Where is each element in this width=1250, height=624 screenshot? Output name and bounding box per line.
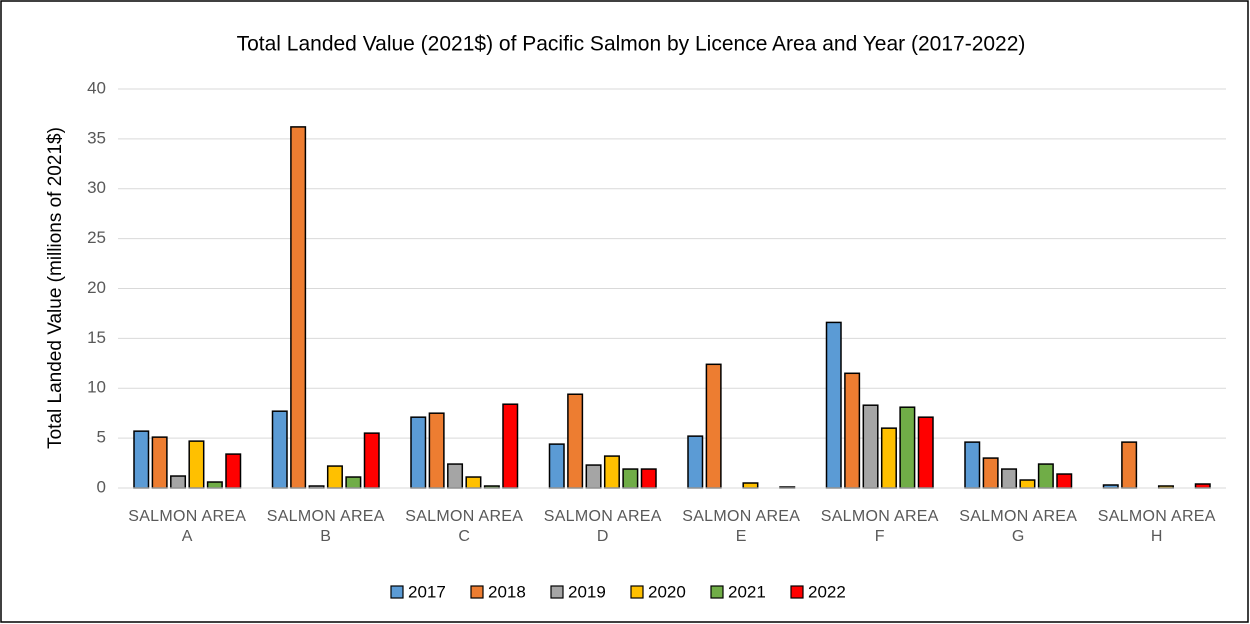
bar	[982, 457, 999, 489]
bar	[326, 465, 343, 489]
x-tick-label: SALMON AREA D	[543, 508, 662, 545]
bar	[1121, 441, 1138, 489]
legend-label: 2020	[648, 582, 686, 601]
bar	[548, 443, 565, 489]
bar	[1019, 479, 1036, 489]
legend-swatch	[630, 585, 644, 599]
x-tick-label: SALMON AREA G	[959, 508, 1078, 545]
legend-swatch	[710, 585, 724, 599]
bar	[225, 453, 242, 489]
y-tick-label: 10	[87, 378, 106, 397]
bar	[1056, 473, 1073, 489]
bar	[917, 416, 934, 489]
legend-label: 2017	[408, 582, 446, 601]
bar	[622, 468, 639, 489]
bar	[465, 476, 482, 489]
legend-swatch	[550, 585, 564, 599]
bar	[410, 416, 427, 489]
bar	[345, 476, 362, 489]
bar	[585, 464, 602, 489]
y-axis-label: Total Landed Value (millions of 2021$)	[45, 127, 66, 449]
x-tick-label: SALMON AREA A	[128, 508, 247, 545]
x-tick-label: SALMON AREA F	[820, 508, 939, 545]
bar	[964, 441, 981, 489]
bar	[687, 435, 704, 489]
y-tick-label: 15	[87, 328, 106, 347]
bar	[844, 372, 861, 489]
y-tick-label: 35	[87, 128, 106, 147]
bar	[640, 468, 657, 489]
legend-label: 2019	[568, 582, 606, 601]
bar	[825, 321, 842, 489]
y-tick-label: 20	[87, 278, 106, 297]
bar	[1001, 468, 1018, 489]
bar	[603, 455, 620, 489]
bar	[363, 432, 380, 489]
y-tick-label: 5	[97, 428, 106, 447]
bar	[170, 475, 187, 489]
bar	[880, 427, 897, 489]
bar	[133, 430, 150, 489]
legend-swatch	[390, 585, 404, 599]
bar	[206, 481, 223, 489]
bar	[705, 363, 722, 489]
bar	[1037, 463, 1054, 489]
legend-label: 2021	[728, 582, 766, 601]
chart-title: Total Landed Value (2021$) of Pacific Sa…	[237, 33, 1026, 56]
x-tick-label: SALMON AREA B	[266, 508, 385, 545]
legend-swatch	[790, 585, 804, 599]
legend-label: 2022	[808, 582, 846, 601]
y-tick-label: 0	[97, 477, 106, 496]
bar	[447, 463, 464, 489]
legend-label: 2018	[488, 582, 526, 601]
bar	[502, 403, 519, 489]
x-tick-label: SALMON AREA H	[1097, 508, 1216, 545]
bar	[862, 404, 879, 489]
bar	[271, 410, 288, 489]
x-tick-label: SALMON AREA E	[682, 508, 801, 545]
bar	[742, 482, 759, 489]
bar	[428, 412, 445, 489]
bar	[567, 393, 584, 489]
bar	[151, 436, 168, 489]
x-tick-label: SALMON AREA C	[405, 508, 524, 545]
y-tick-label: 40	[87, 78, 106, 97]
bar	[899, 406, 916, 489]
bar	[290, 126, 307, 489]
bar	[1194, 483, 1211, 489]
bar	[188, 440, 205, 489]
legend-swatch	[470, 585, 484, 599]
y-tick-label: 25	[87, 228, 106, 247]
y-tick-label: 30	[87, 178, 106, 197]
